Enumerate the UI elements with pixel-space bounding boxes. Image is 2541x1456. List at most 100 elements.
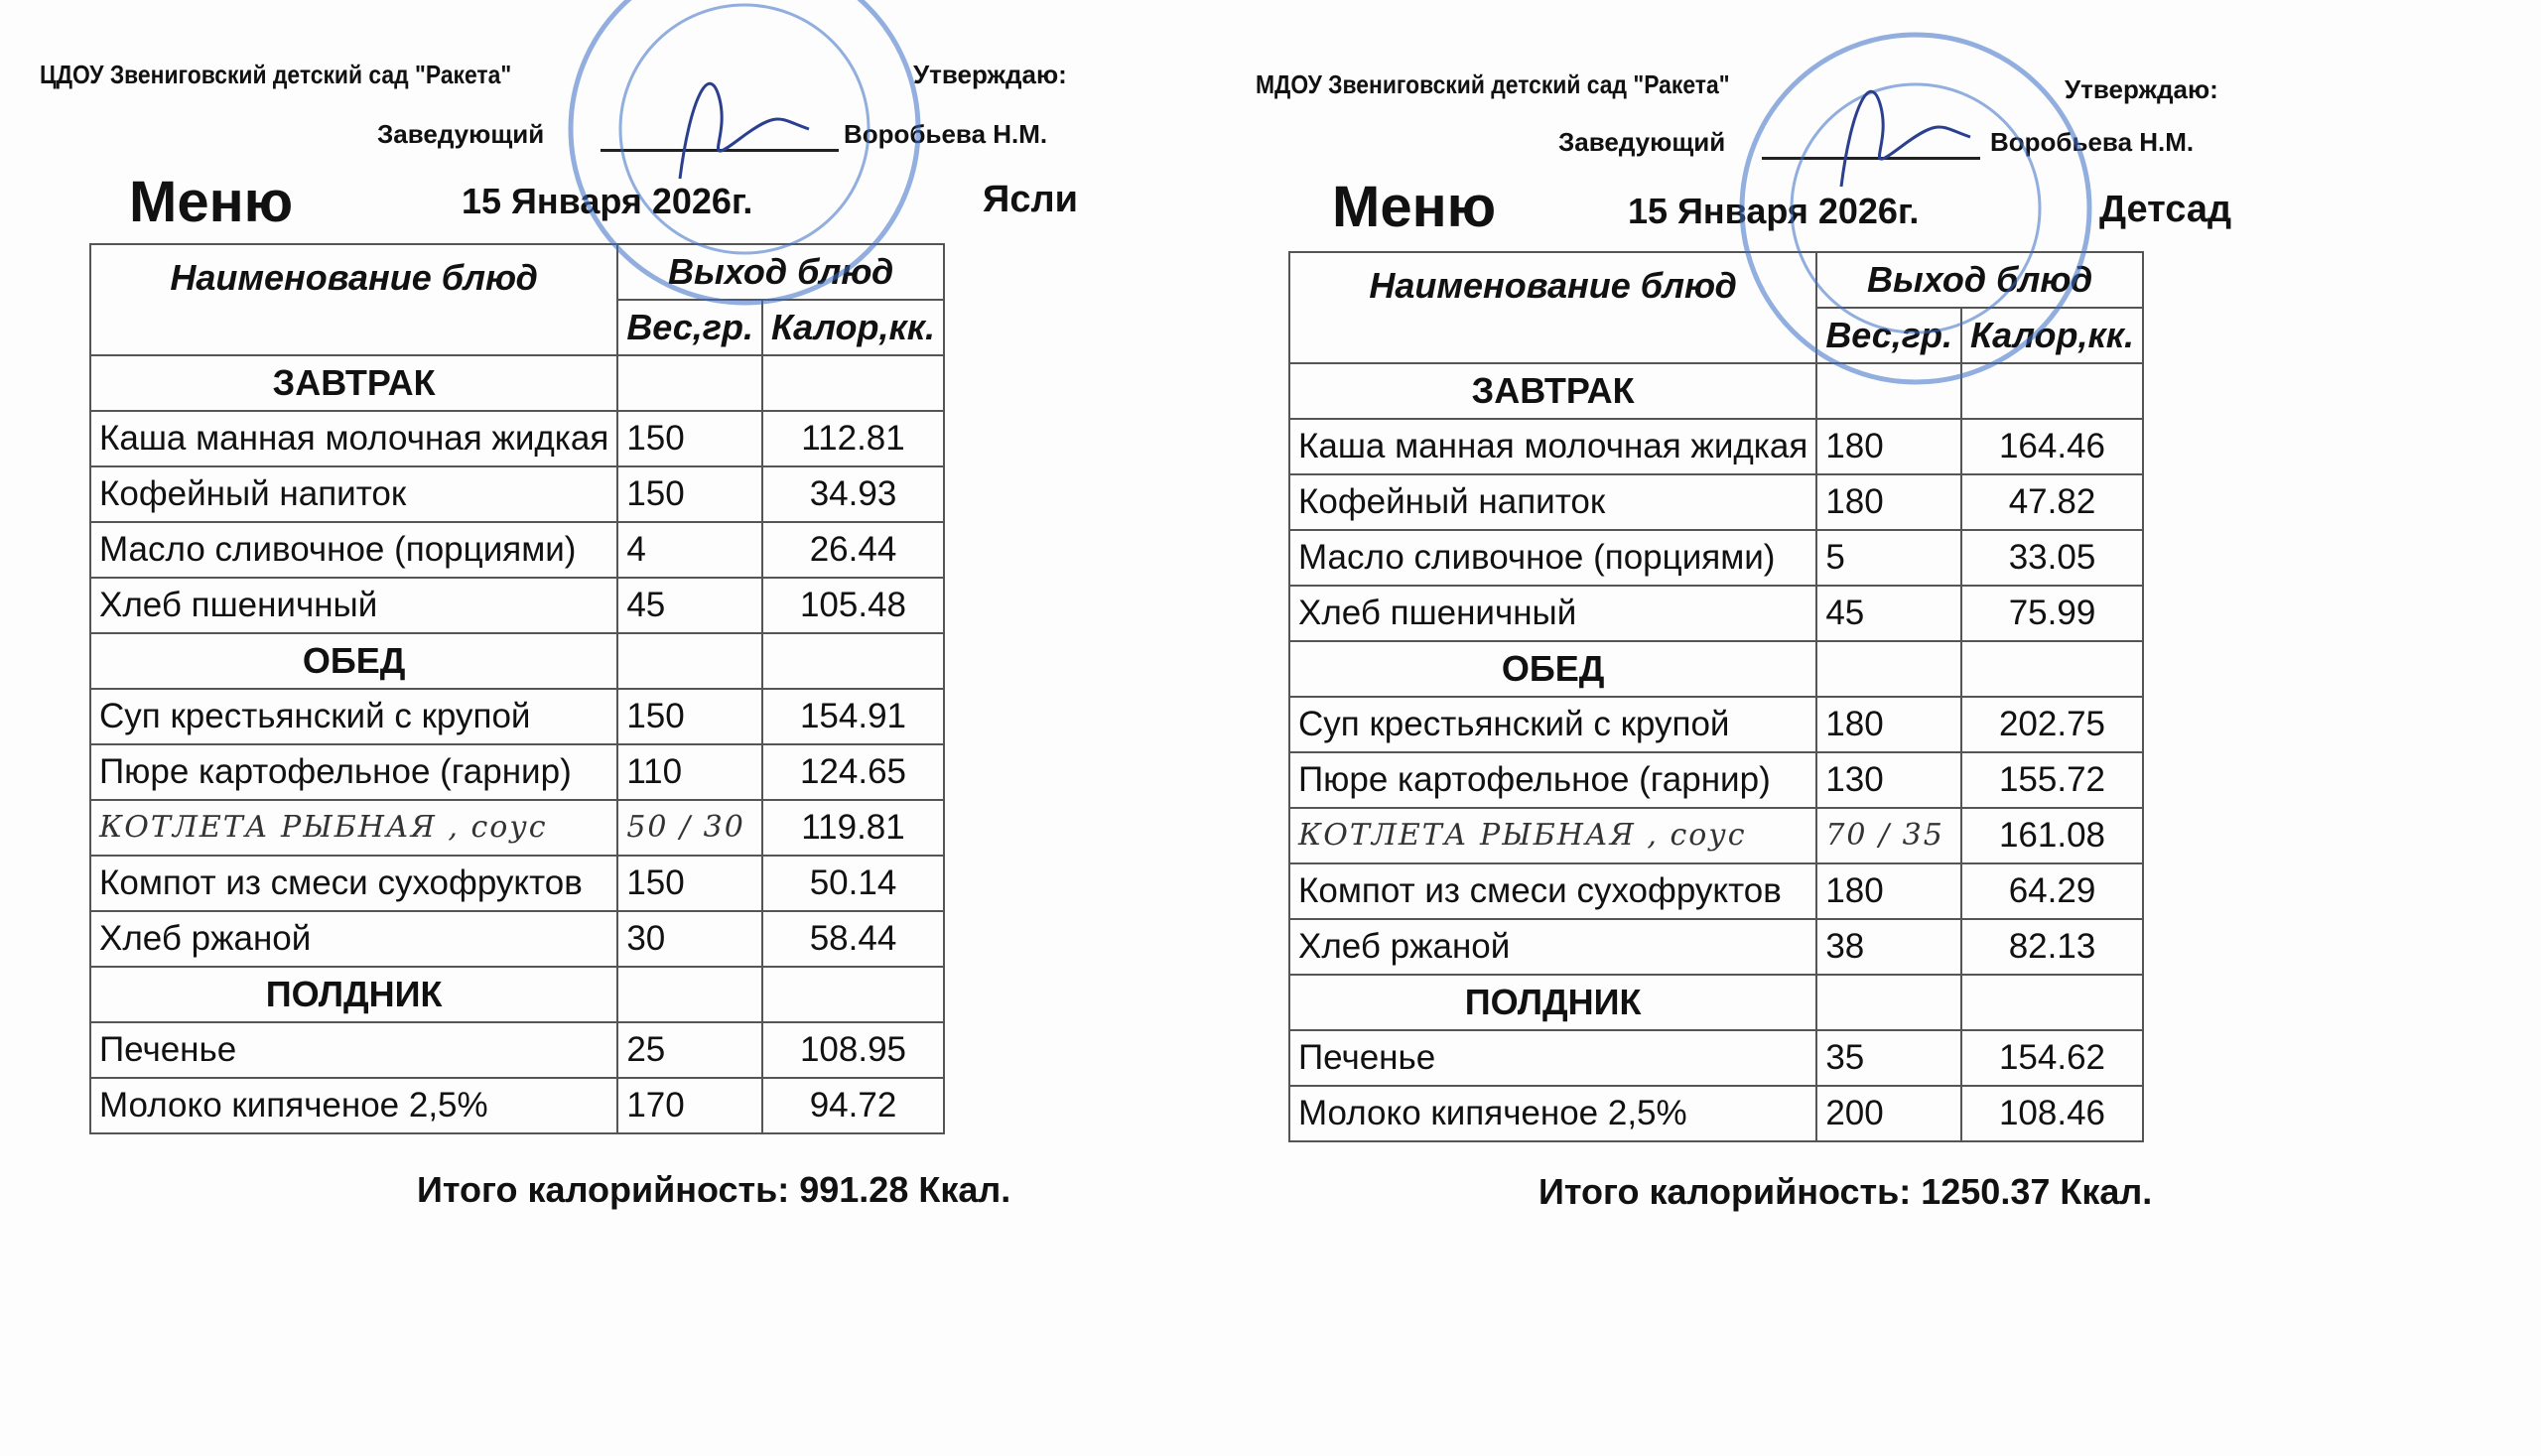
dish-name: Пюре картофельное (гарнир) [1287, 751, 1818, 809]
dish-name: КОТЛЕТА РЫБНАЯ , соус [1287, 807, 1818, 864]
table-row: Кофейный напиток 150 34.93 [88, 465, 945, 523]
table-row: Каша манная молочная жидкая 180 164.46 [1287, 418, 2144, 475]
empty-cell [1815, 974, 1962, 1031]
column-header-output: Выход блюд [1815, 251, 2144, 309]
dish-name: Суп крестьянский с крупой [1287, 696, 1818, 753]
dish-name: Хлеб ржаной [88, 910, 619, 968]
approval-label: Утверждаю: [913, 60, 1067, 89]
column-header-name: Наименование блюд [1287, 251, 1818, 364]
dish-calories: 155.72 [1960, 751, 2144, 809]
dish-name: Суп крестьянский с крупой [88, 688, 619, 745]
dish-calories: 161.08 [1960, 807, 2144, 864]
section-title: ПОЛДНИК [88, 966, 619, 1023]
dish-name: Масло сливочное (порциями) [1287, 529, 1818, 587]
table-row: Печенье 35 154.62 [1287, 1029, 2144, 1087]
signature-line [601, 149, 839, 152]
age-group: Детсад [2099, 189, 2232, 230]
menu-date: 15 Января 2026г. [1628, 191, 1920, 231]
dish-name: КОТЛЕТА РЫБНАЯ , соус [88, 799, 619, 857]
dish-weight: 200 [1815, 1085, 1962, 1142]
dish-calories: 33.05 [1960, 529, 2144, 587]
table-row: Печенье 25 108.95 [88, 1021, 945, 1079]
dish-calories: 58.44 [761, 910, 945, 968]
dish-weight: 180 [1815, 696, 1962, 753]
dish-calories: 82.13 [1960, 918, 2144, 976]
section-title: ЗАВТРАК [1287, 362, 1818, 420]
organization-name: ЦДОУ Звениговский детский сад "Ракета" [40, 60, 512, 89]
organization-name: МДОУ Звениговский детский сад "Ракета" [1256, 69, 1730, 99]
empty-cell [1815, 640, 1962, 698]
dish-weight: 180 [1815, 473, 1962, 531]
menu-date: 15 Января 2026г. [462, 181, 753, 221]
dish-weight: 38 [1815, 918, 1962, 976]
dish-weight: 70 / 35 [1815, 807, 1962, 864]
empty-cell [1960, 640, 2144, 698]
signature-icon [678, 82, 810, 180]
dish-name: Печенье [1287, 1029, 1818, 1087]
dish-name: Пюре картофельное (гарнир) [88, 743, 619, 801]
dish-weight: 5 [1815, 529, 1962, 587]
dish-weight: 180 [1815, 862, 1962, 920]
total-calories: Итого калорийность: 991.28 Ккал. [417, 1169, 1011, 1210]
table-row: Хлеб ржаной 38 82.13 [1287, 918, 2144, 976]
table-header-row: Наименование блюд Выход блюд [1287, 251, 2144, 364]
dish-weight: 150 [616, 410, 763, 467]
dish-calories: 75.99 [1960, 585, 2144, 642]
dish-name: Молоко кипяченое 2,5% [1287, 1085, 1818, 1142]
head-position: Заведующий [377, 119, 545, 149]
dish-name: Печенье [88, 1021, 619, 1079]
dish-weight: 35 [1815, 1029, 1962, 1087]
menu-table: Наименование блюд Выход блюд Вес,гр. Калор,… [88, 243, 945, 1134]
dish-calories: 154.62 [1960, 1029, 2144, 1087]
signature-line [1762, 157, 1980, 160]
dish-weight: 150 [616, 465, 763, 523]
dish-name: Хлеб пшеничный [88, 577, 619, 634]
menu-table: Наименование блюд Выход блюд Вес,гр. Калор,… [1287, 251, 2144, 1142]
table-row: Пюре картофельное (гарнир) 130 155.72 [1287, 751, 2144, 809]
head-position: Заведующий [1558, 127, 1726, 157]
menu-title: Меню [1332, 175, 1497, 239]
dish-name: Компот из смеси сухофруктов [1287, 862, 1818, 920]
table-row: Кофейный напиток 180 47.82 [1287, 473, 2144, 531]
empty-cell [761, 354, 945, 412]
section-row: ПОЛДНИК [1287, 974, 2144, 1031]
table-header-row: Наименование блюд Выход блюд [88, 243, 945, 356]
section-row: ЗАВТРАК [1287, 362, 2144, 420]
dish-calories: 112.81 [761, 410, 945, 467]
approval-label: Утверждаю: [2065, 74, 2218, 104]
section-title: ОБЕД [88, 632, 619, 690]
dish-calories: 105.48 [761, 577, 945, 634]
dish-calories: 124.65 [761, 743, 945, 801]
dish-calories: 34.93 [761, 465, 945, 523]
table-row: Хлеб ржаной 30 58.44 [88, 910, 945, 968]
column-header-weight: Вес,гр. [1815, 307, 1962, 364]
dish-calories: 202.75 [1960, 696, 2144, 753]
dish-name: Хлеб ржаной [1287, 918, 1818, 976]
dish-calories: 119.81 [761, 799, 945, 857]
table-row: Масло сливочное (порциями) 4 26.44 [88, 521, 945, 579]
dish-name: Кофейный напиток [1287, 473, 1818, 531]
age-group: Ясли [983, 179, 1078, 220]
dish-weight: 170 [616, 1077, 763, 1134]
dish-calories: 94.72 [761, 1077, 945, 1134]
table-row: Хлеб пшеничный 45 75.99 [1287, 585, 2144, 642]
section-row: ОБЕД [1287, 640, 2144, 698]
empty-cell [1815, 362, 1962, 420]
section-row: ПОЛДНИК [88, 966, 945, 1023]
section-title: ПОЛДНИК [1287, 974, 1818, 1031]
column-header-weight: Вес,гр. [616, 299, 763, 356]
column-header-calories: Калор,кк. [1960, 307, 2144, 364]
dish-calories: 47.82 [1960, 473, 2144, 531]
table-row: Молоко кипяченое 2,5% 170 94.72 [88, 1077, 945, 1134]
dish-name: Молоко кипяченое 2,5% [88, 1077, 619, 1134]
menu-title: Меню [129, 170, 294, 234]
dish-name: Кофейный напиток [88, 465, 619, 523]
total-calories: Итого калорийность: 1250.37 Ккал. [1538, 1171, 2153, 1212]
dish-weight: 180 [1815, 418, 1962, 475]
table-row: Молоко кипяченое 2,5% 200 108.46 [1287, 1085, 2144, 1142]
empty-cell [761, 966, 945, 1023]
dish-name: Каша манная молочная жидкая [88, 410, 619, 467]
table-row: Суп крестьянский с крупой 150 154.91 [88, 688, 945, 745]
empty-cell [1960, 974, 2144, 1031]
table-row: КОТЛЕТА РЫБНАЯ , соус 50 / 30 119.81 [88, 799, 945, 857]
